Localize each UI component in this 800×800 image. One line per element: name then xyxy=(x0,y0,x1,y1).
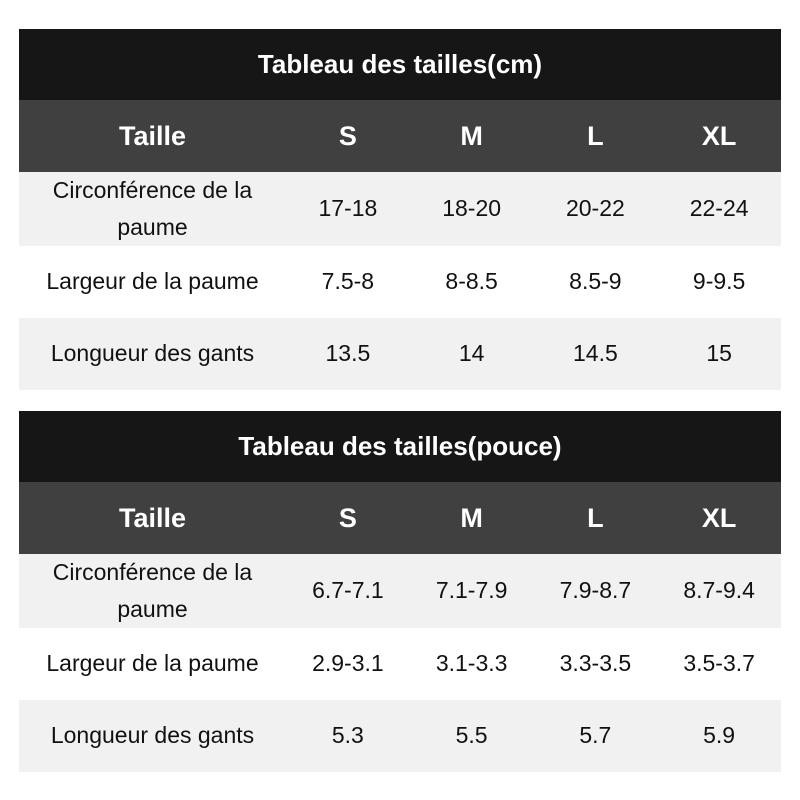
size-table-cm: Tableau des tailles(cm) Taille S M L XL Circon… xyxy=(19,29,781,390)
table-row: Longueur des gants 13.5 14 14.5 15 xyxy=(19,317,781,390)
size-value: 5.7 xyxy=(533,699,658,772)
size-value: 13.5 xyxy=(286,317,410,390)
size-value: 20-22 xyxy=(533,172,658,246)
table-row: Longueur des gants 5.3 5.5 5.7 5.9 xyxy=(19,699,781,772)
table-title: Tableau des tailles(pouce) xyxy=(19,411,781,482)
row-label: Circonférence de la paume xyxy=(19,172,286,246)
table-row: Circonférence de la paume 17-18 18-20 20-22… xyxy=(19,172,781,246)
size-value: 3.1-3.3 xyxy=(409,627,534,700)
size-value: 2.9-3.1 xyxy=(286,627,410,700)
size-value: 3.5-3.7 xyxy=(657,627,781,700)
column-header: Taille xyxy=(19,100,286,172)
row-label: Largeur de la paume xyxy=(19,627,286,700)
size-value: 8.5-9 xyxy=(533,245,658,318)
column-header: M xyxy=(409,482,534,554)
column-header: S xyxy=(286,100,410,172)
size-value: 8.7-9.4 xyxy=(657,554,781,628)
table-row: Circonférence de la paume 6.7-7.1 7.1-7.9 7… xyxy=(19,554,781,628)
row-label: Longueur des gants xyxy=(19,699,286,772)
table-header-row: Taille S M L XL xyxy=(19,482,781,554)
size-value: 6.7-7.1 xyxy=(286,554,410,628)
table-header-row: Taille S M L XL xyxy=(19,100,781,172)
table-row: Largeur de la paume 7.5-8 8-8.5 8.5-9 9-9.5 xyxy=(19,245,781,318)
column-header: L xyxy=(533,100,658,172)
column-header: L xyxy=(533,482,658,554)
size-value: 5.9 xyxy=(657,699,781,772)
size-value: 7.1-7.9 xyxy=(409,554,534,628)
column-header: Taille xyxy=(19,482,286,554)
table-row: Largeur de la paume 2.9-3.1 3.1-3.3 3.3-3.5… xyxy=(19,627,781,700)
row-label: Longueur des gants xyxy=(19,317,286,390)
row-label: Largeur de la paume xyxy=(19,245,286,318)
size-table-inch: Tableau des tailles(pouce) Taille S M L XL Cir… xyxy=(19,411,781,772)
size-value: 8-8.5 xyxy=(409,245,534,318)
size-value: 14 xyxy=(409,317,534,390)
size-value: 22-24 xyxy=(657,172,781,246)
size-value: 17-18 xyxy=(286,172,410,246)
size-value: 7.9-8.7 xyxy=(533,554,658,628)
size-value: 5.3 xyxy=(286,699,410,772)
column-header: S xyxy=(286,482,410,554)
size-value: 14.5 xyxy=(533,317,658,390)
column-header: M xyxy=(409,100,534,172)
size-value: 7.5-8 xyxy=(286,245,410,318)
row-label: Circonférence de la paume xyxy=(19,554,286,628)
size-value: 3.3-3.5 xyxy=(533,627,658,700)
column-header: XL xyxy=(657,482,781,554)
table-title: Tableau des tailles(cm) xyxy=(19,29,781,100)
size-value: 15 xyxy=(657,317,781,390)
size-value: 18-20 xyxy=(409,172,534,246)
column-header: XL xyxy=(657,100,781,172)
table-title-row: Tableau des tailles(cm) xyxy=(19,29,781,100)
size-value: 9-9.5 xyxy=(657,245,781,318)
table-title-row: Tableau des tailles(pouce) xyxy=(19,411,781,482)
size-value: 5.5 xyxy=(409,699,534,772)
